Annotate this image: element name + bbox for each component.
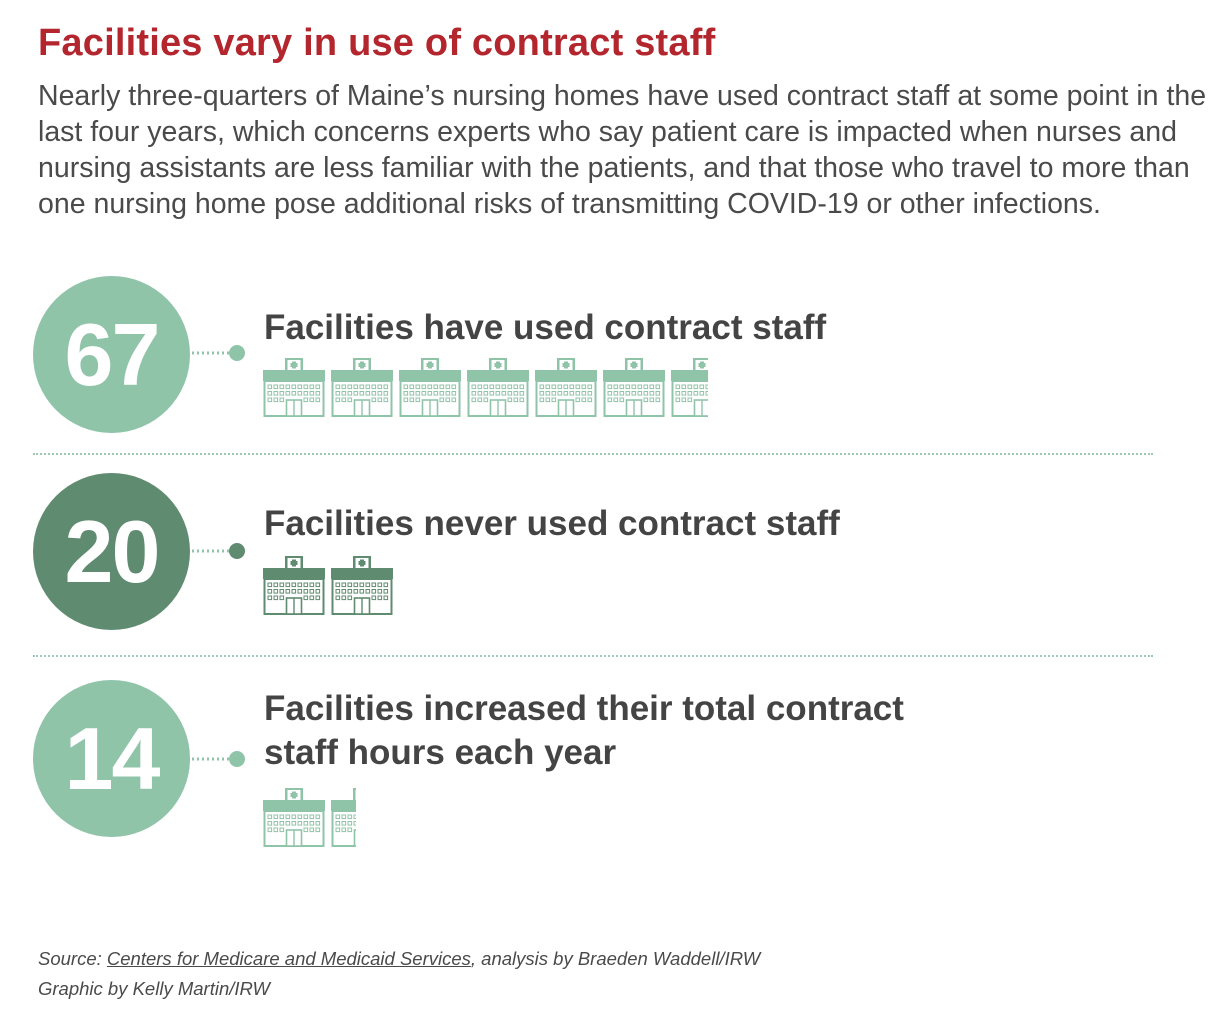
stat-circle-never: 20 [33,473,190,630]
graphic-credit: Graphic by Kelly Martin/IRW [38,978,270,999]
icon-strip-never [262,554,398,616]
source-suffix: , analysis by Braeden Waddell/IRW [470,948,761,969]
stat-label-used: Facilities have used contract staff [264,308,827,347]
stat-label-never: Facilities never used contract staff [264,504,840,543]
stat-value-increased: 14 [64,708,161,808]
stat-circle-increased: 14 [33,680,190,837]
connector-never [192,543,245,559]
chart-subtitle: Nearly three-quarters of Maine’s nursing… [38,80,1207,220]
nursing-home-icon [330,356,394,418]
stat-label-increased: Facilities increased their total contrac… [264,689,904,772]
nursing-home-icon [262,554,326,616]
stat-value-used: 67 [64,304,161,404]
nursing-home-icon [262,356,326,418]
nursing-home-icon [398,356,462,418]
nursing-home-icon [534,356,598,418]
source-link[interactable]: Centers for Medicare and Medicaid Servic… [106,948,471,969]
source-note: Source: Centers for Medicare and Medicai… [38,944,760,1004]
source-prefix: Source: [38,948,107,969]
stat-value-never: 20 [64,501,161,601]
icon-strip-increased [262,786,356,848]
icon-strip-used [262,356,708,418]
nursing-home-icon [602,356,666,418]
nursing-home-icon [466,356,530,418]
nursing-home-icon [330,554,394,616]
chart-title: Facilities vary in use of contract staff [38,22,716,64]
connector-used [192,345,245,361]
nursing-home-icon [330,786,356,848]
row-divider [33,655,1153,657]
row-divider [33,453,1153,455]
nursing-home-icon [262,786,326,848]
stat-circle-used: 67 [33,276,190,433]
connector-increased [192,751,245,767]
nursing-home-icon [670,356,708,418]
